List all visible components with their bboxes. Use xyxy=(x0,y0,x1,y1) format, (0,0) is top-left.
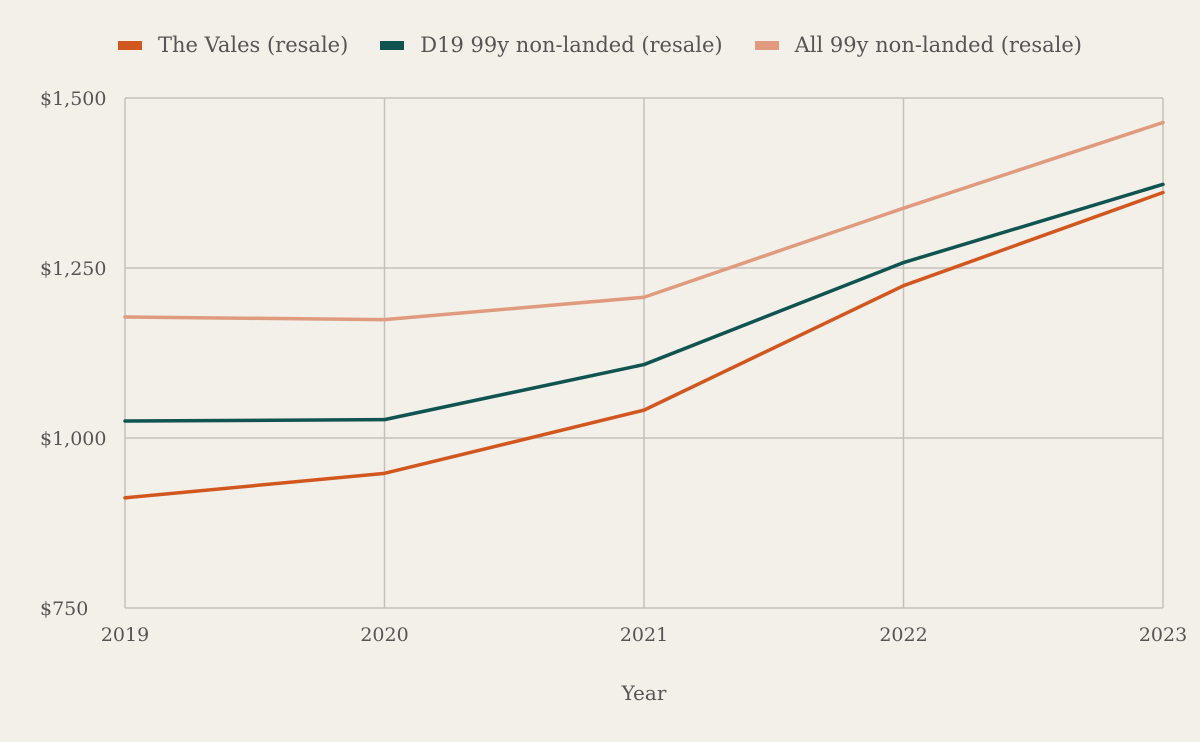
series-lines xyxy=(123,120,1165,500)
y-tick-label: $750 xyxy=(40,598,88,620)
series-line-2 xyxy=(123,120,1165,322)
x-tick-label: 2021 xyxy=(620,624,668,646)
x-axis-ticks: 2019 2020 2021 2022 2023 xyxy=(101,624,1187,646)
grid-lines xyxy=(124,97,1164,609)
y-axis-ticks: $750 $1,000 $1,250 $1,500 xyxy=(40,88,106,620)
x-tick-label: 2019 xyxy=(101,624,149,646)
legend-label-d19: D19 99y non-landed (resale) xyxy=(420,33,723,57)
y-tick-label: $1,500 xyxy=(40,88,106,110)
chart-legend: The Vales (resale) D19 99y non-landed (r… xyxy=(118,33,1114,57)
series-line-0 xyxy=(123,190,1165,500)
x-tick-label: 2022 xyxy=(879,624,927,646)
y-tick-label: $1,000 xyxy=(40,428,106,450)
legend-label-all-99y: All 99y non-landed (resale) xyxy=(794,33,1082,57)
legend-swatch-the-vales xyxy=(118,40,142,50)
x-tick-label: 2023 xyxy=(1139,624,1187,646)
series-line-1 xyxy=(123,182,1165,423)
legend-swatch-d19 xyxy=(380,40,405,50)
y-tick-label: $1,250 xyxy=(40,258,106,280)
legend-item-all-99y: All 99y non-landed (resale) xyxy=(754,33,1082,57)
legend-item-the-vales: The Vales (resale) xyxy=(118,33,348,57)
x-tick-label: 2020 xyxy=(360,624,408,646)
legend-item-d19: D19 99y non-landed (resale) xyxy=(380,33,723,57)
x-axis-title: Year xyxy=(621,681,667,705)
legend-swatch-all-99y xyxy=(754,40,779,50)
legend-label-the-vales: The Vales (resale) xyxy=(158,33,349,57)
